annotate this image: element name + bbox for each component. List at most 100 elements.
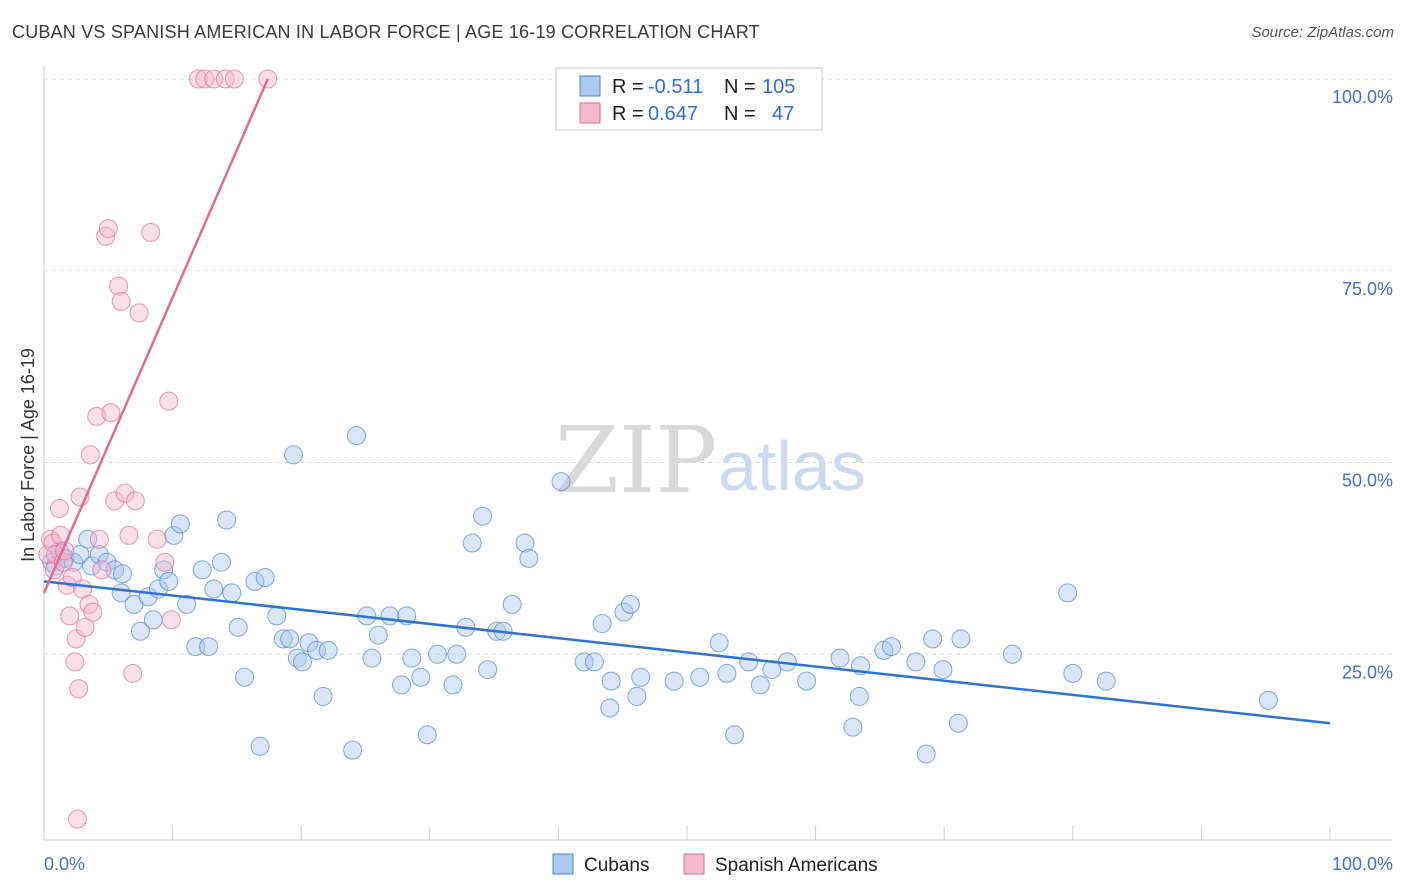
- cubans-point: [478, 660, 498, 680]
- watermark: ZIP atlas: [555, 407, 866, 514]
- cubans-point: [417, 725, 437, 745]
- cubans-point: [933, 660, 953, 680]
- y-axis-label: In Labor Force | Age 16-19: [18, 348, 38, 562]
- watermark-atlas: atlas: [718, 427, 866, 505]
- cubans-point: [250, 736, 270, 756]
- cubans-point: [112, 564, 132, 584]
- legend-n-value: 105: [762, 76, 795, 98]
- legend-box: R = -0.511 N = 105 R = 0.647 N = 47: [555, 67, 823, 131]
- spanish-americans-point: [43, 533, 63, 553]
- legend-r-value: 0.647: [648, 103, 698, 125]
- cubans-point: [78, 529, 98, 549]
- bottom-legend-spanish-americans: Spanish Americans: [715, 855, 878, 876]
- spanish-americans-point: [224, 69, 244, 89]
- cubans-point: [627, 686, 647, 706]
- bottom-legend: Cubans Spanish Americans: [552, 853, 878, 876]
- cubans-point: [82, 556, 102, 576]
- cubans-point: [600, 698, 620, 718]
- series-spanish-americans: [38, 69, 278, 829]
- cubans-point: [574, 652, 594, 672]
- cubans-trend-line: [43, 580, 1331, 725]
- cubans-point: [1058, 583, 1078, 603]
- cubans-point: [273, 629, 293, 649]
- cubans-point: [948, 713, 968, 733]
- cubans-point: [143, 610, 163, 630]
- cubans-point: [402, 648, 422, 668]
- grid: [44, 78, 1392, 655]
- spanish-americans-point: [161, 610, 181, 630]
- cubans-point: [750, 675, 770, 695]
- legend-r-label: R =: [612, 103, 644, 125]
- cubans-point: [1096, 671, 1116, 691]
- cubans-point: [690, 667, 710, 687]
- spanish-americans-point: [125, 491, 145, 511]
- cubans-point: [235, 667, 255, 687]
- cubans-point: [380, 606, 400, 626]
- spanish-americans-point: [92, 560, 112, 580]
- cubans-point: [447, 644, 467, 664]
- cubans-point: [881, 637, 901, 657]
- cubans-point: [620, 594, 640, 614]
- spanish-americans-point: [96, 226, 116, 246]
- spanish-americans-point: [67, 809, 87, 829]
- spanish-americans-point: [129, 303, 149, 323]
- spanish-americans-point: [98, 219, 118, 239]
- spanish-americans-point: [115, 483, 135, 503]
- cubans-point: [428, 644, 448, 664]
- spanish-americans-point: [49, 499, 69, 519]
- y-tick-label: 75.0%: [1342, 279, 1393, 299]
- spanish-americans-point: [159, 391, 179, 411]
- spanish-americans-point: [83, 602, 103, 622]
- cubans-point: [664, 671, 684, 691]
- cubans-point: [192, 560, 212, 580]
- spanish-americans-point: [155, 552, 175, 572]
- cubans-point: [204, 579, 224, 599]
- cubans-point: [739, 652, 759, 672]
- watermark-zip: ZIP: [555, 407, 717, 514]
- cubans-point: [70, 545, 90, 565]
- cubans-point: [717, 663, 737, 683]
- cubans-point: [130, 621, 150, 641]
- legend-n-label: N =: [724, 76, 756, 98]
- cubans-point: [267, 606, 287, 626]
- cubans-point: [280, 629, 300, 649]
- y-tick-label: 100.0%: [1332, 87, 1393, 107]
- legend-r-label: R =: [612, 76, 644, 98]
- cubans-point: [1258, 690, 1278, 710]
- cubans-point: [923, 629, 943, 649]
- bottom-legend-swatch-cubans: [552, 853, 574, 875]
- cubans-point: [830, 648, 850, 668]
- spanish-americans-trend-line: [42, 78, 269, 594]
- spanish-americans-point: [101, 403, 121, 423]
- cubans-point: [592, 614, 612, 634]
- cubans-point: [916, 744, 936, 764]
- cubans-point: [411, 667, 431, 687]
- cubans-point: [228, 617, 248, 637]
- legend-swatch-cubans: [579, 75, 601, 97]
- spanish-americans-point: [147, 529, 167, 549]
- x-tick-label: 100.0%: [1332, 854, 1393, 874]
- legend-swatch-spanish-americans: [579, 102, 601, 124]
- spanish-americans-point: [75, 617, 95, 637]
- cubans-point: [299, 633, 319, 653]
- spanish-americans-point: [123, 663, 143, 683]
- spanish-americans-point: [80, 445, 100, 465]
- cubans-point: [797, 671, 817, 691]
- cubans-point: [614, 602, 634, 622]
- legend-n-value: 47: [772, 103, 794, 125]
- cubans-point: [199, 637, 219, 657]
- cubans-point: [519, 548, 539, 568]
- bottom-legend-swatch-spanish-americans: [683, 853, 705, 875]
- spanish-americans-point: [188, 69, 208, 89]
- cubans-point: [283, 445, 303, 465]
- spanish-americans-point: [119, 525, 139, 545]
- cubans-point: [462, 533, 482, 553]
- cubans-point: [1063, 663, 1083, 683]
- cubans-point: [551, 472, 571, 492]
- cubans-point: [177, 594, 197, 614]
- cubans-point: [443, 675, 463, 695]
- cubans-point: [906, 652, 926, 672]
- spanish-americans-point: [65, 652, 85, 672]
- spanish-americans-point: [89, 529, 109, 549]
